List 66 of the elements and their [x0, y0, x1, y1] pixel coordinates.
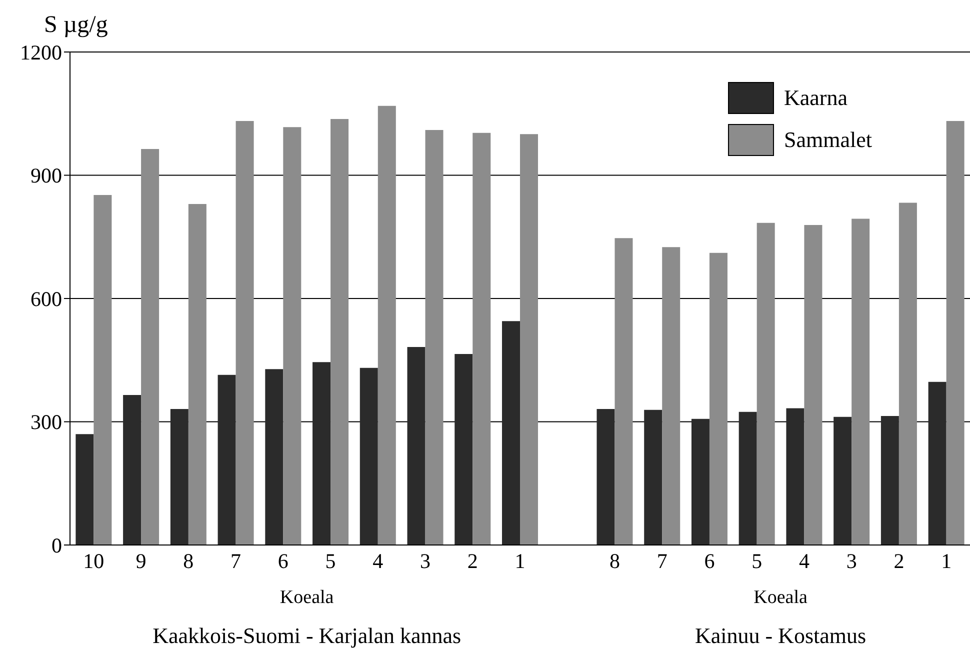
bar — [170, 409, 188, 545]
bar — [691, 418, 710, 545]
bar — [123, 395, 142, 545]
bar — [852, 218, 870, 545]
bar — [141, 148, 160, 545]
x-tick-label: 3 — [420, 548, 431, 573]
bar — [236, 121, 254, 545]
bar — [709, 252, 728, 545]
bar — [786, 408, 804, 545]
legend-label: Sammalet — [784, 127, 872, 153]
bar — [738, 412, 757, 545]
bar — [756, 222, 775, 545]
x-tick-label: 7 — [230, 548, 242, 573]
x-tick-label: 4 — [372, 548, 384, 573]
x-tick-label: 2 — [467, 548, 478, 573]
bar — [472, 132, 491, 545]
bar — [360, 368, 378, 545]
y-tick-label: 600 — [30, 286, 62, 311]
bar — [283, 127, 302, 545]
x-tick-label: 7 — [656, 548, 668, 573]
y-axis-title: S µg/g — [44, 12, 108, 39]
y-tick-label: 900 — [30, 164, 62, 188]
bar — [425, 130, 444, 545]
text: Kainuu - Kostamus — [694, 623, 868, 649]
bar — [378, 106, 396, 545]
x-tick-label: 6 — [704, 548, 715, 573]
x-tick-label: 3 — [846, 548, 857, 573]
x-tick-label: 4 — [798, 548, 810, 573]
x-tick-label: 5 — [752, 548, 762, 573]
x-tick-label: 8 — [183, 548, 194, 573]
x-tick-label: 8 — [609, 548, 620, 573]
bar — [596, 409, 615, 545]
bar — [94, 194, 112, 545]
x-tick-label: 2 — [894, 548, 904, 573]
text: Kaakkois-Suomi - Karjalan kannas — [152, 623, 462, 649]
y-tick-label: 1200 — [20, 40, 62, 64]
bar — [834, 416, 852, 545]
y-tick-label: 0 — [52, 533, 62, 558]
bar — [454, 354, 473, 545]
y-tick-label: 300 — [30, 410, 62, 434]
bar — [662, 247, 680, 545]
bar — [265, 369, 284, 545]
text: Koeala — [278, 587, 335, 609]
bar — [880, 416, 899, 545]
x-tick-label: 1 — [514, 548, 526, 573]
bar — [644, 410, 662, 545]
x-tick-label: 9 — [136, 548, 146, 573]
bar — [330, 118, 349, 545]
bar — [928, 382, 946, 545]
bar — [502, 321, 520, 545]
x-tick-label: 5 — [325, 548, 336, 573]
bar — [407, 346, 426, 545]
bar — [76, 434, 94, 545]
bar — [188, 204, 206, 545]
legend-label: Kaarna — [784, 85, 848, 111]
x-tick-label: 1 — [941, 548, 952, 573]
bar — [312, 362, 331, 545]
x-tick-label: 6 — [278, 548, 288, 573]
bar — [218, 374, 236, 545]
text: Koeala — [752, 587, 808, 609]
bar — [946, 121, 964, 545]
bar — [614, 238, 633, 545]
bar — [804, 224, 822, 545]
x-tick-label: 10 — [83, 548, 104, 573]
bar — [898, 202, 917, 545]
bar — [520, 134, 538, 545]
